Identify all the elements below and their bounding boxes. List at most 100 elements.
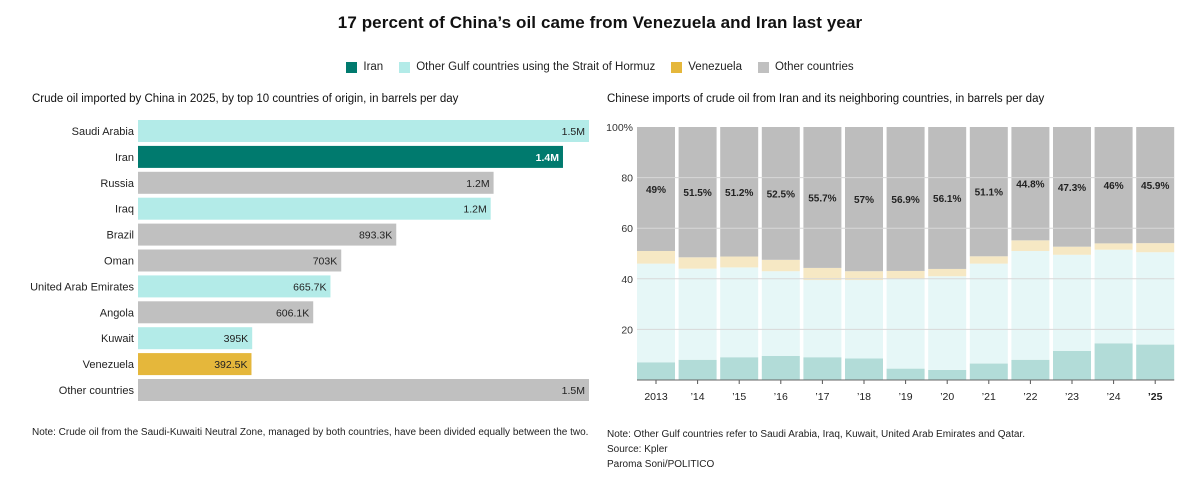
percent-label: 49% bbox=[646, 185, 666, 196]
bar-segment-gulf bbox=[1011, 250, 1050, 360]
bar-segment-gulf bbox=[720, 267, 759, 358]
y-tick-label: 40 bbox=[621, 274, 633, 286]
bar-segment-venezuela bbox=[678, 257, 717, 269]
percent-label: 44.8% bbox=[1016, 180, 1044, 191]
bar-segment-venezuela bbox=[803, 267, 842, 281]
x-tick-label: ’15 bbox=[732, 391, 746, 403]
x-tick-label: ’17 bbox=[815, 391, 829, 403]
data-label: 606.1K bbox=[276, 307, 309, 319]
legend-item-venezuela: Venezuela bbox=[671, 61, 742, 73]
category-label: Venezuela bbox=[83, 359, 135, 371]
data-label: 665.7K bbox=[293, 281, 326, 293]
category-label: Russia bbox=[100, 178, 135, 190]
bar bbox=[138, 379, 589, 401]
bar-segment-gulf bbox=[1136, 252, 1175, 345]
note-right-line1: Note: Other Gulf countries refer to Saud… bbox=[607, 429, 1025, 440]
data-label: 1.2M bbox=[466, 178, 489, 190]
bar-segment-gulf bbox=[928, 276, 967, 370]
data-label: 893.3K bbox=[359, 230, 392, 242]
percent-label: 46% bbox=[1104, 181, 1124, 192]
bar-segment-iran bbox=[1094, 343, 1133, 380]
data-label: 1.5M bbox=[562, 126, 585, 138]
y-tick-label: 20 bbox=[621, 324, 633, 336]
bar-segment-venezuela bbox=[1011, 240, 1050, 251]
data-label: 1.5M bbox=[562, 385, 585, 397]
bar-segment-iran bbox=[678, 359, 717, 380]
bar-segment-venezuela bbox=[1094, 243, 1133, 250]
bar-segment-gulf bbox=[637, 263, 675, 363]
bar-segment-other bbox=[1053, 127, 1091, 247]
bar-segment-gulf bbox=[969, 263, 1008, 364]
x-tick-label: ’18 bbox=[857, 391, 871, 403]
bar-segment-other bbox=[969, 127, 1008, 257]
legend-label-iran: Iran bbox=[363, 61, 384, 73]
legend-swatch-other bbox=[757, 61, 769, 73]
category-label: Brazil bbox=[106, 230, 134, 242]
bar-segment-iran bbox=[1136, 344, 1175, 380]
legend: Iran Other Gulf countries using the Stra… bbox=[0, 61, 1200, 73]
x-tick-label: ’20 bbox=[940, 391, 954, 403]
bar-segment-venezuela bbox=[761, 259, 800, 272]
x-tick-label: ’14 bbox=[691, 391, 705, 403]
bar-segment-venezuela bbox=[969, 256, 1008, 264]
bar-segment-other bbox=[720, 127, 759, 257]
bar-segment-gulf bbox=[1053, 254, 1091, 351]
x-tick-label: 2013 bbox=[644, 391, 668, 403]
bar-segment-other bbox=[1094, 127, 1133, 244]
category-label: Angola bbox=[100, 307, 135, 319]
legend-label-other: Other countries bbox=[774, 61, 854, 73]
category-label: Iran bbox=[115, 152, 134, 164]
bar-segment-iran bbox=[928, 369, 967, 380]
x-tick-label: ’19 bbox=[899, 391, 913, 403]
legend-label-gulf: Other Gulf countries using the Strait of… bbox=[416, 61, 656, 73]
bar-segment-gulf bbox=[678, 268, 717, 360]
percent-label: 45.9% bbox=[1141, 181, 1169, 192]
bar-segment-other bbox=[803, 127, 842, 268]
bar-segment-other bbox=[637, 127, 675, 251]
y-tick-label: 60 bbox=[621, 223, 633, 235]
horizontal-bar-chart: Saudi Arabia 1.5M Iran 1.4M Russia 1.2M Iraq 1.… bbox=[30, 120, 589, 401]
bar bbox=[138, 275, 331, 298]
legend-swatch-gulf bbox=[399, 61, 411, 73]
bar-segment-venezuela bbox=[1053, 246, 1091, 255]
percent-label: 52.5% bbox=[767, 189, 795, 200]
category-label: Kuwait bbox=[101, 333, 134, 345]
legend-label-venezuela: Venezuela bbox=[688, 61, 742, 73]
y-tick-label: 100% bbox=[606, 122, 633, 134]
x-tick-label: ’22 bbox=[1023, 391, 1037, 403]
bar-segment-venezuela bbox=[886, 270, 925, 279]
chart-title: 17 percent of China’s oil came from Vene… bbox=[337, 13, 863, 32]
bar-segment-iran bbox=[845, 358, 883, 380]
category-label: Oman bbox=[104, 256, 134, 268]
x-tick-label: ’23 bbox=[1065, 391, 1079, 403]
bar-segment-other bbox=[678, 127, 717, 258]
bar-segment-venezuela bbox=[1136, 243, 1175, 253]
x-tick-label: ’21 bbox=[982, 391, 996, 403]
bar-segment-other bbox=[1011, 127, 1050, 241]
percent-label: 56.9% bbox=[891, 195, 919, 206]
bar-segment-other bbox=[1136, 127, 1175, 244]
percent-label: 47.3% bbox=[1058, 183, 1086, 194]
category-label: Saudi Arabia bbox=[72, 126, 135, 138]
bar bbox=[138, 249, 342, 272]
bar-segment-other bbox=[928, 127, 967, 269]
legend-swatch-venezuela bbox=[671, 61, 683, 73]
x-tick-label: ’25 bbox=[1148, 391, 1163, 403]
bar-segment-iran bbox=[637, 362, 675, 380]
left-chart-subtitle: Crude oil imported by China in 2025, by … bbox=[32, 93, 459, 105]
legend-item-gulf: Other Gulf countries using the Strait of… bbox=[399, 61, 655, 73]
data-label: 1.4M bbox=[536, 152, 560, 164]
category-label: United Arab Emirates bbox=[30, 281, 134, 293]
bar-segment-iran bbox=[1011, 359, 1050, 380]
bar-segment-iran bbox=[886, 368, 925, 380]
bar-segment-gulf bbox=[1094, 249, 1133, 344]
note-right: Note: Other Gulf countries refer to Saud… bbox=[607, 427, 1025, 472]
bar bbox=[138, 327, 253, 350]
category-label: Iraq bbox=[115, 204, 134, 216]
y-tick-label: 80 bbox=[621, 173, 633, 185]
bar bbox=[138, 223, 397, 246]
bar bbox=[138, 120, 589, 142]
bar-segment-venezuela bbox=[637, 250, 675, 264]
category-label: Other countries bbox=[59, 385, 135, 397]
bar-segment-gulf bbox=[886, 278, 925, 369]
